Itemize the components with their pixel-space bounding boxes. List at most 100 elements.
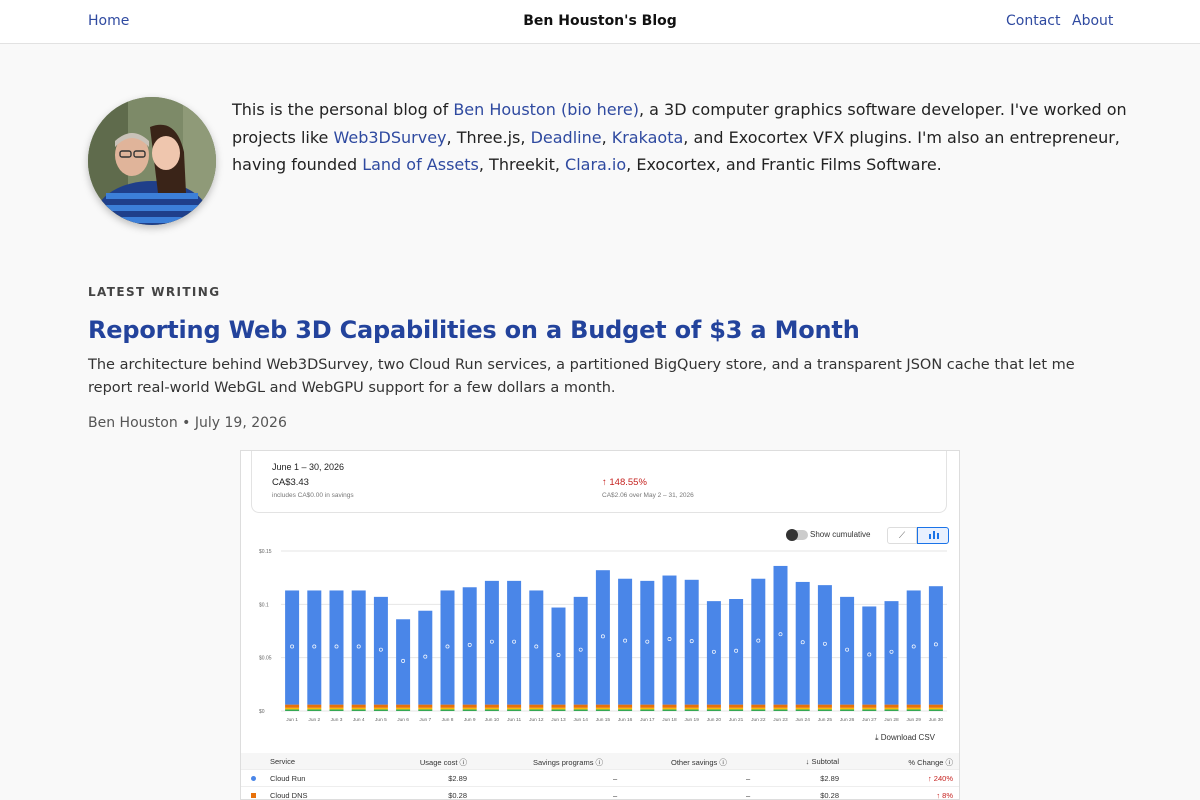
bar-segment [396, 707, 411, 710]
subtotal-value: $2.89 [820, 774, 839, 783]
latest-writing-heading: LATEST WRITING [88, 285, 221, 299]
x-tick-label: Jun 19 [684, 717, 699, 723]
bar-segment [840, 709, 855, 711]
bar-marker [711, 649, 716, 654]
x-tick-label: Jun 18 [662, 717, 677, 723]
bar-chart-icon[interactable] [917, 527, 949, 544]
post-summary: The architecture behind Web3DSurvey, two… [88, 357, 1075, 396]
x-tick-label: Jun 16 [618, 717, 633, 723]
change-value: ↑ 240% [927, 774, 953, 783]
bar-segment [285, 709, 300, 711]
nav-home-link[interactable]: Home [88, 13, 130, 29]
nav-contact-link[interactable]: Contact [1006, 13, 1061, 29]
bar-segment [862, 606, 877, 705]
column-header[interactable]: Savings programs ⓘ [533, 758, 604, 767]
bar-segment [418, 709, 433, 711]
x-tick-label: Jun 6 [397, 717, 409, 723]
column-header[interactable]: % Change ⓘ [908, 758, 953, 767]
bar-segment [595, 709, 610, 711]
x-tick-label: Jun 17 [640, 717, 655, 723]
bar-marker [401, 658, 406, 663]
bar-segment [507, 580, 522, 705]
bar-segment [640, 704, 655, 708]
y-tick-label: $0.05 [259, 656, 272, 662]
cost-summary-card: June 1 – 30, 2026 CA$3.43 includes CA$0.… [251, 451, 947, 513]
bar-segment [684, 707, 699, 710]
bar-segment [529, 704, 544, 708]
bar-marker [623, 638, 628, 643]
bar-segment [706, 601, 721, 705]
deadline-link[interactable]: Deadline [530, 127, 602, 147]
column-header[interactable]: Other savings ⓘ [671, 758, 727, 767]
bar-segment [351, 709, 366, 711]
bar-segment [884, 601, 899, 705]
download-csv-button[interactable]: ⤓ Download CSV [875, 733, 936, 742]
table-row[interactable]: Cloud Run $2.89 – – $2.89 ↑ 240% [241, 770, 959, 787]
bar-segment [373, 707, 388, 710]
bar-segment [573, 709, 588, 711]
column-header[interactable]: Usage cost ⓘ [419, 758, 467, 767]
bar-segment [906, 704, 921, 708]
service-name: Cloud DNS [270, 791, 308, 800]
bar-segment [928, 704, 943, 708]
bar-segment [773, 565, 788, 705]
bar-marker [911, 644, 916, 649]
bar-segment [307, 707, 322, 710]
y-tick-label: $0.15 [259, 549, 272, 555]
bar-segment [640, 707, 655, 710]
table-row[interactable]: Cloud DNS $0.28 – – $0.28 ↑ 8% [241, 787, 959, 800]
x-tick-label: Jun 14 [573, 717, 588, 723]
bar-segment [373, 709, 388, 711]
bar-segment [706, 704, 721, 708]
krakatoa-link[interactable]: Krakaota [611, 127, 684, 147]
intro-text: This is the personal blog of [232, 100, 454, 119]
x-tick-label: Jun 4 [353, 717, 365, 723]
bar-segment [307, 709, 322, 711]
bar-segment [684, 704, 699, 708]
line-chart-icon[interactable]: ⟋ [887, 527, 917, 544]
bar-marker [822, 641, 827, 646]
y-tick-label: $0.1 [259, 602, 269, 608]
x-tick-label: Jun 2 [308, 717, 320, 723]
bar-segment [551, 607, 566, 705]
intro-text: , Three.js, [446, 127, 531, 147]
x-tick-label: Jun 21 [729, 717, 744, 723]
y-tick-label: $0 [259, 709, 265, 715]
bar-segment [751, 704, 766, 708]
site-title[interactable]: Ben Houston's Blog [523, 13, 677, 29]
x-tick-label: Jun 13 [551, 717, 566, 723]
bar-segment [662, 704, 677, 708]
bar-segment [928, 707, 943, 710]
bar-segment [906, 707, 921, 710]
bar-segment [862, 709, 877, 711]
column-header[interactable]: Service [270, 757, 296, 766]
nav-about-link[interactable]: About [1072, 13, 1114, 29]
bar-segment [329, 590, 344, 705]
bio-link[interactable]: Ben Houston (bio here) [453, 100, 639, 119]
cumulative-toggle[interactable] [786, 529, 808, 541]
clara-io-link[interactable]: Clara.io [565, 155, 627, 174]
bar-segment [285, 704, 300, 708]
column-header[interactable]: ↓ Subtotal [805, 757, 839, 766]
savings-value: – [613, 774, 618, 783]
bar-segment [285, 590, 300, 705]
bar-segment [440, 704, 455, 708]
post-title-link[interactable]: Reporting Web 3D Capabilities on a Budge… [88, 316, 860, 344]
table-header-row: Service Usage cost ⓘ Savings programs ⓘ … [241, 753, 959, 770]
subtotal-value: $0.28 [820, 791, 839, 800]
bar-segment [662, 707, 677, 710]
bar-marker [867, 652, 872, 657]
web3dsurvey-link[interactable]: Web3DSurvey [333, 127, 447, 147]
bar-segment [795, 704, 810, 708]
intro-text: , [601, 127, 612, 147]
bar-segment [573, 707, 588, 710]
bar-marker [645, 639, 650, 644]
author-intro: This is the personal blog of Ben Houston… [232, 96, 1132, 179]
bar-segment [595, 707, 610, 710]
bar-segment [817, 709, 832, 711]
land-of-assets-link[interactable]: Land of Assets [362, 155, 479, 174]
x-tick-label: Jun 20 [707, 717, 722, 723]
bar-segment [307, 590, 322, 705]
bar-segment [884, 707, 899, 710]
bar-segment [529, 707, 544, 710]
